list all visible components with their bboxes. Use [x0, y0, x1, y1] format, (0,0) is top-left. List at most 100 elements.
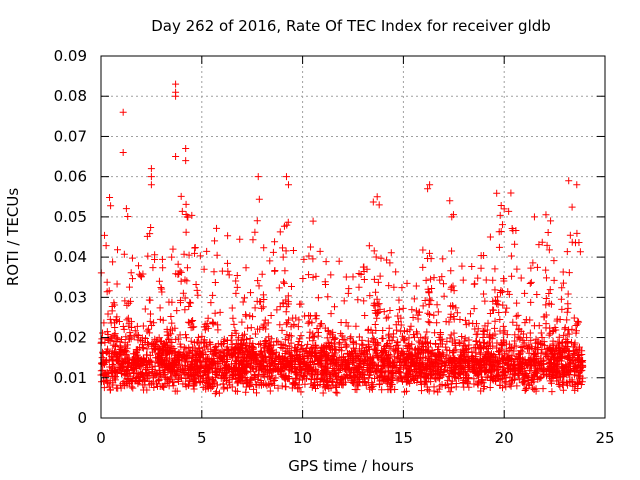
data-point: [211, 237, 219, 245]
data-point: [504, 361, 512, 369]
data-point: [374, 278, 382, 286]
data-point: [173, 307, 181, 315]
data-point: [477, 264, 485, 272]
data-point: [189, 317, 197, 325]
data-point: [177, 268, 185, 276]
data-point: [428, 284, 436, 292]
data-point: [158, 255, 166, 263]
data-point: [357, 356, 365, 364]
data-point: [185, 303, 193, 311]
x-tick-label: 10: [293, 429, 312, 447]
data-point: [559, 268, 567, 276]
data-point: [188, 211, 196, 219]
data-point: [158, 288, 166, 296]
data-point: [430, 274, 438, 282]
data-point: [191, 249, 199, 257]
data-point: [473, 341, 481, 349]
data-point: [276, 303, 284, 311]
data-point: [493, 189, 501, 197]
data-point: [520, 357, 528, 365]
data-point: [331, 372, 339, 380]
data-point: [415, 308, 423, 316]
data-point: [238, 360, 246, 368]
data-point: [163, 347, 171, 355]
data-point: [443, 337, 451, 345]
data-point: [500, 205, 508, 213]
data-point: [516, 335, 524, 343]
data-point: [342, 273, 350, 281]
data-point: [388, 369, 396, 377]
data-point: [144, 252, 152, 260]
data-point: [345, 356, 353, 364]
data-point: [379, 348, 387, 356]
data-point: [242, 368, 250, 376]
data-point: [192, 379, 200, 387]
data-point: [324, 293, 332, 301]
data-point: [340, 372, 348, 380]
data-point: [487, 368, 495, 376]
data-point: [133, 351, 141, 359]
data-point: [189, 366, 197, 374]
data-point: [380, 373, 388, 381]
data-point: [108, 368, 116, 376]
data-point: [445, 384, 453, 392]
data-point: [291, 357, 299, 365]
data-point: [575, 354, 583, 362]
data-point: [312, 350, 320, 358]
data-point: [364, 350, 372, 358]
data-point: [352, 322, 360, 330]
data-point: [344, 289, 352, 297]
data-point: [162, 343, 170, 351]
data-point: [530, 351, 538, 359]
data-point: [284, 218, 292, 226]
data-point: [466, 310, 474, 318]
data-point: [168, 338, 176, 346]
data-point: [417, 334, 425, 342]
data-point: [502, 347, 510, 355]
data-point: [540, 313, 548, 321]
data-point: [380, 308, 388, 316]
data-point: [186, 298, 194, 306]
data-point: [135, 360, 143, 368]
data-point: [251, 350, 259, 358]
data-point: [502, 340, 510, 348]
data-point: [265, 380, 273, 388]
data-point: [472, 337, 480, 345]
data-point: [129, 275, 137, 283]
data-point: [384, 313, 392, 321]
data-point: [196, 252, 204, 260]
data-point: [393, 339, 401, 347]
data-point: [413, 378, 421, 386]
data-point: [118, 346, 126, 354]
data-point: [219, 372, 227, 380]
data-point: [125, 335, 133, 343]
data-point: [264, 369, 272, 377]
data-point: [544, 228, 552, 236]
data-point: [355, 283, 363, 291]
data-point: [161, 370, 169, 378]
data-point: [230, 320, 238, 328]
data-point: [532, 335, 540, 343]
data-point: [458, 333, 466, 341]
data-point: [431, 329, 439, 337]
data-point: [140, 386, 148, 394]
data-point: [549, 347, 557, 355]
data-point: [295, 316, 303, 324]
data-point: [218, 355, 226, 363]
data-point: [385, 282, 393, 290]
data-point: [240, 335, 248, 343]
data-point: [107, 367, 115, 375]
data-point: [174, 260, 182, 268]
data-point: [327, 339, 335, 347]
data-point: [228, 383, 236, 391]
data-point: [155, 350, 163, 358]
data-point: [103, 278, 111, 286]
data-point: [98, 329, 106, 337]
data-point: [350, 340, 358, 348]
data-point: [316, 378, 324, 386]
data-point: [139, 370, 147, 378]
data-point: [171, 324, 179, 332]
data-point: [308, 319, 316, 327]
data-point: [452, 346, 460, 354]
data-point: [419, 343, 427, 351]
